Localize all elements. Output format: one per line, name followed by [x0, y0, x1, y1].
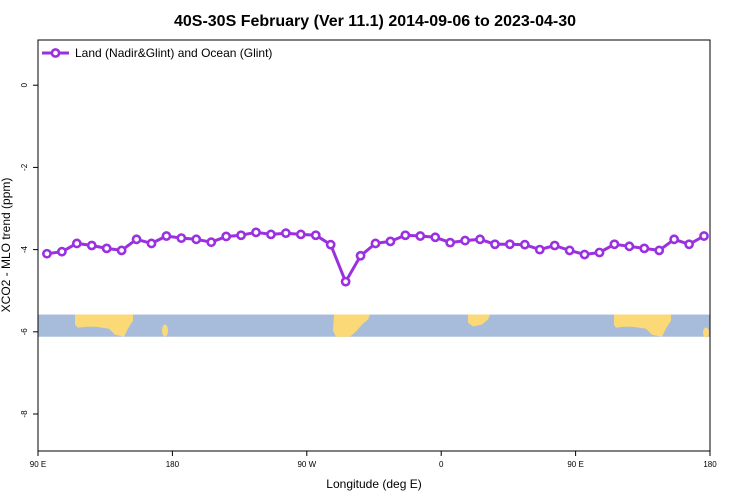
- data-point: [206, 237, 217, 248]
- data-point: [42, 248, 52, 259]
- data-point: [251, 227, 261, 238]
- data-point: [460, 235, 470, 246]
- x-tick-label: 90 E: [30, 460, 46, 469]
- y-tick-label: 0: [20, 82, 29, 87]
- data-point: [564, 245, 575, 256]
- land-australia: [75, 314, 133, 337]
- land-africa: [468, 314, 490, 327]
- data-point: [504, 239, 515, 250]
- x-tick-label: 90 W: [297, 460, 316, 469]
- data-point: [475, 234, 485, 245]
- data-point: [624, 241, 635, 252]
- data-point: [310, 230, 321, 241]
- data-point: [86, 240, 97, 251]
- y-tick-label: -8: [20, 410, 29, 418]
- x-tick-label: 90 E: [567, 460, 583, 469]
- data-point: [609, 239, 620, 250]
- data-point: [236, 230, 246, 241]
- data-point: [116, 245, 127, 256]
- data-point: [385, 236, 396, 247]
- land-island: [703, 327, 709, 338]
- legend-label: Land (Nadir&Glint) and Ocean (Glint): [75, 46, 272, 60]
- chart-title: 40S-30S February (Ver 11.1) 2014-09-06 t…: [174, 13, 576, 30]
- land-island: [162, 324, 168, 337]
- data-point: [56, 246, 67, 257]
- map-band: [38, 314, 710, 338]
- data-point: [669, 234, 680, 245]
- y-tick-label: -2: [20, 163, 29, 171]
- data-point: [579, 249, 590, 260]
- data-point: [340, 276, 351, 287]
- data-point: [549, 240, 560, 251]
- x-axis: 90 E 180 90 W 0 90 E 180: [30, 451, 717, 469]
- x-tick-label: 180: [703, 460, 717, 469]
- data-point: [266, 229, 276, 240]
- data-point: [131, 234, 142, 245]
- data-point: [639, 243, 650, 254]
- data-point: [400, 230, 411, 241]
- data-point: [295, 229, 306, 240]
- data-point: [221, 231, 232, 242]
- data-point: [490, 239, 500, 250]
- land-south-america: [333, 314, 370, 337]
- data-point: [161, 231, 172, 241]
- data-point: [594, 247, 605, 258]
- data-point: [430, 232, 441, 243]
- data-point: [325, 239, 336, 250]
- data-point: [534, 244, 545, 255]
- land-australia-repeat: [614, 314, 671, 337]
- data-point: [191, 234, 202, 245]
- y-tick-label: -4: [20, 246, 29, 254]
- legend-marker: [50, 48, 61, 58]
- data-point: [654, 245, 665, 256]
- y-tick-label: -6: [20, 328, 29, 336]
- series-layer: [42, 227, 709, 287]
- y-axis: 0 -2 -4 -6 -8: [20, 82, 38, 418]
- data-point: [355, 250, 366, 261]
- data-point: [146, 238, 157, 249]
- x-tick-label: 180: [166, 460, 180, 469]
- data-point: [684, 239, 694, 250]
- data-point: [445, 237, 456, 248]
- legend: Land (Nadir&Glint) and Ocean (Glint): [42, 46, 272, 60]
- x-axis-label: Longitude (deg E): [326, 477, 421, 491]
- plot-frame: [37, 39, 711, 452]
- y-axis-label: XCO2 - MLO trend (ppm): [0, 178, 13, 313]
- data-point: [71, 238, 82, 249]
- data-point: [519, 239, 530, 250]
- data-point: [415, 231, 426, 241]
- data-point: [280, 228, 291, 239]
- data-point: [370, 238, 381, 249]
- data-point: [101, 243, 112, 254]
- x-tick-label: 0: [439, 460, 444, 469]
- data-point: [176, 233, 187, 244]
- ocean-band: [38, 314, 710, 337]
- data-point: [699, 231, 709, 241]
